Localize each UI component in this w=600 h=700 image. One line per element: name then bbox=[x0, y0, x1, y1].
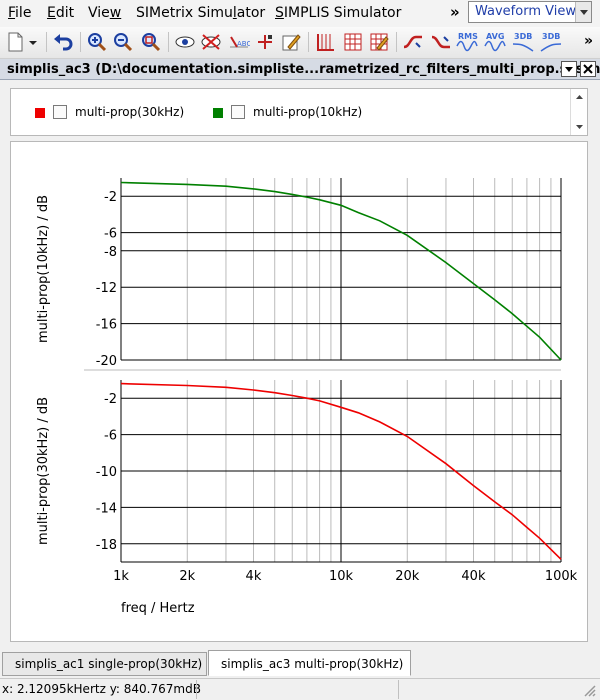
menu-view[interactable]: View bbox=[88, 5, 122, 21]
rms-measure-button[interactable]: RMS bbox=[458, 32, 478, 41]
chevron-down-icon[interactable] bbox=[575, 2, 591, 22]
edit-annotation-icon[interactable] bbox=[280, 31, 302, 53]
tab-bar: simplis_ac1 single-prop(30kHz) simplis_a… bbox=[0, 650, 600, 676]
new-document-icon[interactable] bbox=[4, 31, 26, 53]
3db-point-alt-button[interactable]: 3DB bbox=[542, 32, 561, 41]
menu-simetrix-simulator[interactable]: SIMetrix Simulator bbox=[136, 5, 266, 21]
y-tick-label: -2 bbox=[104, 190, 117, 205]
3db-point-button[interactable]: 3DB bbox=[514, 32, 533, 41]
y-tick-label: -6 bbox=[104, 429, 117, 444]
document-title-bar: simplis_ac3 (D:\documentation.simpliste.… bbox=[0, 59, 600, 80]
x-tick-label: 1k bbox=[113, 569, 129, 584]
toolbar-overflow-chevron[interactable]: » bbox=[584, 33, 594, 49]
3db-wave-icon bbox=[512, 39, 534, 53]
scroll-down-icon bbox=[576, 125, 583, 129]
toolbar: ABC RMS AVG 3DB 3DB » bbox=[0, 27, 600, 59]
resize-grip-icon[interactable] bbox=[582, 683, 596, 697]
toolbar-divider bbox=[308, 32, 309, 52]
document-title: simplis_ac3 (D:\documentation.simpliste.… bbox=[7, 62, 600, 77]
tab-simplis-ac3[interactable]: simplis_ac3 multi-prop(30kHz) bbox=[208, 650, 411, 676]
status-divider bbox=[196, 680, 197, 699]
svg-text:ABC: ABC bbox=[237, 40, 250, 48]
waveform-viewer-select-value: Waveform Viewer bbox=[475, 4, 590, 19]
cursor-readout: x: 2.12095kHertz y: 840.767mdB bbox=[2, 682, 201, 696]
menu-overflow-chevron[interactable]: » bbox=[450, 3, 460, 21]
x-tick-label: 10k bbox=[329, 569, 354, 584]
zoom-in-icon[interactable] bbox=[86, 31, 108, 53]
zoom-out-icon[interactable] bbox=[112, 31, 134, 53]
y-axis-label: multi-prop(10kHz) / dB bbox=[36, 195, 51, 343]
legend-panel: multi-prop(30kHz) multi-prop(10kHz) bbox=[10, 88, 588, 136]
menu-edit[interactable]: Edit bbox=[47, 5, 75, 21]
x-tick-label: 100k bbox=[545, 569, 578, 584]
graph-edit-icon[interactable] bbox=[368, 31, 390, 53]
legend-scrollbar[interactable] bbox=[570, 89, 587, 135]
3db-alt-wave-icon bbox=[540, 39, 562, 53]
rms-wave-icon bbox=[456, 39, 478, 53]
series-line-multi-prop-10khz-[interactable] bbox=[120, 181, 562, 361]
curve-label-icon[interactable]: ABC bbox=[228, 31, 251, 53]
scroll-up-icon bbox=[576, 95, 583, 99]
undo-icon[interactable] bbox=[52, 31, 74, 53]
waveform-viewer-select[interactable]: Waveform Viewer bbox=[468, 1, 592, 23]
legend-checkbox[interactable] bbox=[231, 105, 245, 119]
zoom-fit-icon[interactable] bbox=[140, 31, 162, 53]
y-tick-label: -16 bbox=[96, 318, 117, 333]
grid-icon[interactable] bbox=[342, 31, 364, 53]
hide-curve-icon[interactable] bbox=[200, 31, 222, 53]
legend-checkbox[interactable] bbox=[53, 105, 67, 119]
y-tick-label: -18 bbox=[96, 538, 117, 553]
y-tick-label: -10 bbox=[96, 465, 117, 480]
chart-canvas[interactable]: -2 -6 -8 -12 -16 -20 multi-prop(10kHz) / dB -2 -… bbox=[11, 142, 587, 641]
y-tick-label: -20 bbox=[96, 354, 117, 369]
status-divider bbox=[398, 680, 399, 699]
show-curve-icon[interactable] bbox=[174, 31, 196, 53]
menu-file[interactable]: File bbox=[8, 5, 32, 21]
x-tick-label: 4k bbox=[246, 569, 262, 584]
y-tick-label: -6 bbox=[104, 227, 117, 242]
y-tick-label: -8 bbox=[104, 245, 117, 260]
series-line-multi-prop-30khz-[interactable] bbox=[120, 382, 562, 560]
new-dropdown-icon[interactable] bbox=[26, 31, 40, 53]
y-tick-label: -14 bbox=[96, 501, 117, 516]
avg-wave-icon bbox=[484, 39, 506, 53]
toolbar-divider bbox=[80, 32, 81, 52]
x-tick-label: 2k bbox=[179, 569, 195, 584]
axes-icon[interactable] bbox=[314, 31, 336, 53]
y-axis-label: multi-prop(30kHz) / dB bbox=[36, 397, 51, 545]
toolbar-divider bbox=[396, 32, 397, 52]
menu-simplis-simulator[interactable]: SIMPLIS Simulator bbox=[275, 5, 402, 21]
x-tick-label: 40k bbox=[461, 569, 486, 584]
legend-label: multi-prop(10kHz) bbox=[253, 105, 363, 119]
x-axis-label: freq / Hertz bbox=[121, 601, 195, 616]
add-cursor-icon[interactable] bbox=[254, 31, 276, 53]
plot-area[interactable]: -2 -6 -8 -12 -16 -20 multi-prop(10kHz) / dB -2 -… bbox=[10, 141, 588, 642]
legend-swatch bbox=[35, 108, 45, 118]
x-tick-label: 20k bbox=[395, 569, 420, 584]
toolbar-divider bbox=[46, 32, 47, 52]
legend-label: multi-prop(30kHz) bbox=[75, 105, 185, 119]
falling-edge-icon[interactable] bbox=[430, 31, 452, 53]
y-tick-label: -12 bbox=[96, 281, 117, 296]
toolbar-divider bbox=[168, 32, 169, 52]
avg-measure-button[interactable]: AVG bbox=[486, 32, 505, 41]
close-icon[interactable] bbox=[580, 61, 596, 77]
status-bar: x: 2.12095kHertz y: 840.767mdB bbox=[0, 678, 600, 700]
window-menu-button[interactable] bbox=[561, 61, 577, 77]
rising-edge-icon[interactable] bbox=[402, 31, 424, 53]
tab-simplis-ac1[interactable]: simplis_ac1 single-prop(30kHz) bbox=[2, 652, 207, 676]
y-tick-label: -2 bbox=[104, 392, 117, 407]
menubar: File Edit View SIMetrix Simulator SIMPLI… bbox=[0, 0, 600, 27]
legend-swatch bbox=[213, 108, 223, 118]
